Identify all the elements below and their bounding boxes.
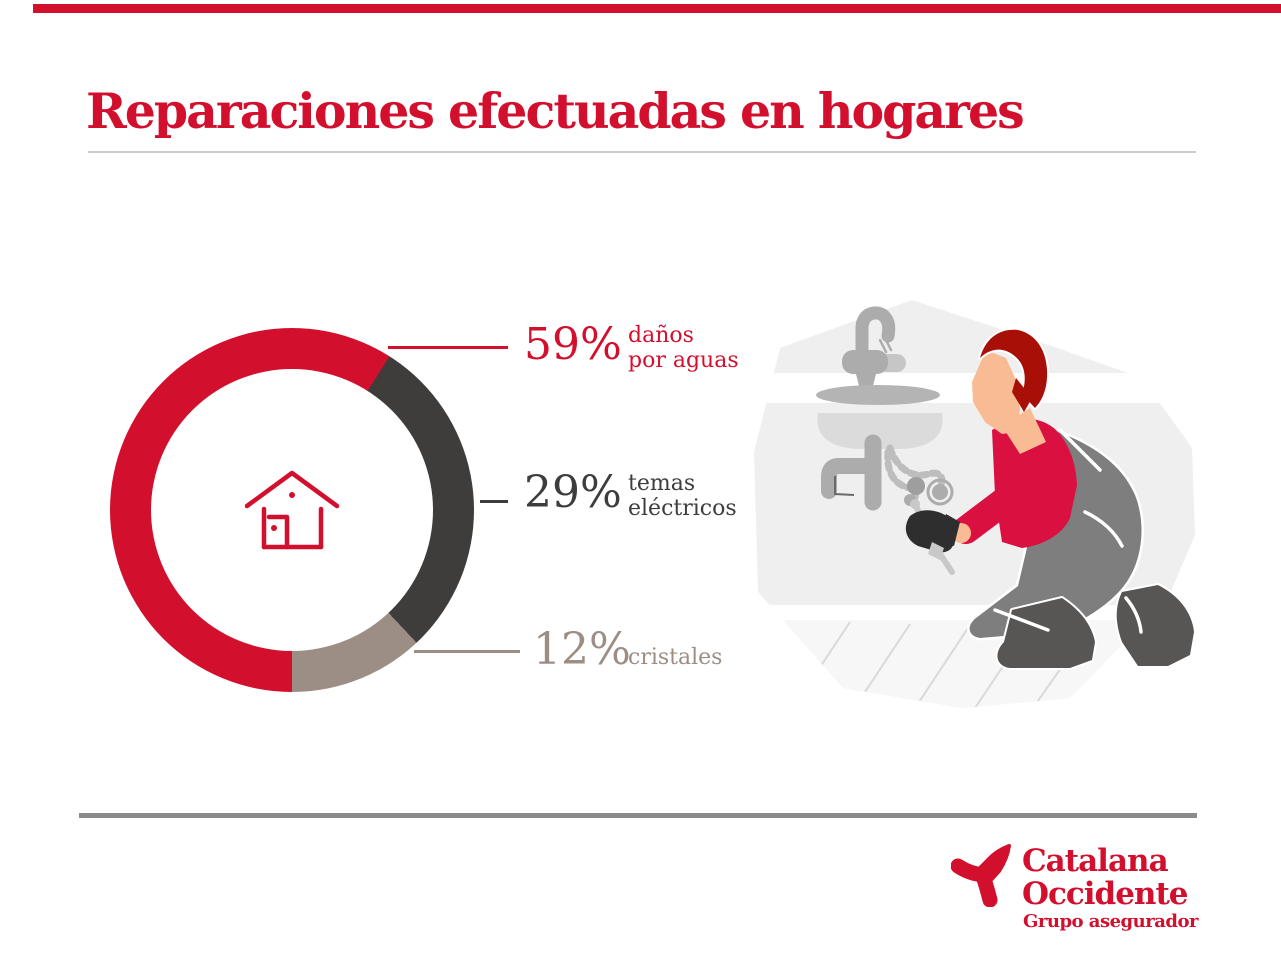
basin-bowl [817, 413, 943, 449]
plumber-illustration [754, 300, 1196, 708]
donut-chart [110, 328, 474, 692]
hose-flange [932, 484, 948, 500]
segment-value: 29% [524, 467, 622, 518]
hand-wrench [928, 542, 955, 575]
hair [978, 327, 1050, 410]
segment-label: daños por aguas [628, 323, 739, 373]
near-boot [995, 596, 1097, 670]
brand-name-line2: Occidente [1022, 876, 1189, 912]
plumber [905, 327, 1196, 670]
sink [816, 306, 954, 527]
title-divider [88, 151, 1196, 153]
house-door-knob [271, 525, 277, 531]
p-trap-pipe [821, 434, 882, 511]
segment-value: 12% [533, 624, 631, 675]
leader-line [414, 650, 520, 653]
sideburn [1012, 378, 1032, 412]
footer-divider [79, 813, 1197, 818]
house-door [266, 514, 290, 550]
page-title: Reparaciones efectuadas en hogares [86, 82, 1025, 140]
segment-label: cristales [628, 645, 723, 670]
leader-line [388, 346, 508, 349]
pipe-nut [907, 477, 925, 495]
segment-label: temas eléctricos [628, 471, 737, 521]
arm [952, 464, 1049, 544]
house-roof [244, 470, 340, 509]
overalls-piping [993, 428, 1143, 634]
top-accent-bar [33, 4, 1281, 13]
house-gable-dot [289, 492, 295, 498]
house-icon [244, 470, 340, 550]
face [972, 350, 1020, 434]
segment-value: 59% [524, 319, 622, 370]
brand-tagline: Grupo asegurador [1023, 911, 1198, 932]
glove [905, 510, 955, 553]
water-drip [878, 336, 893, 354]
logo-mark [951, 844, 1011, 907]
basin-rim [816, 385, 940, 405]
donut-hole [151, 369, 433, 651]
leader-line [480, 500, 508, 503]
far-boot [1114, 583, 1196, 668]
brand-name-line1: Catalana [1022, 843, 1169, 879]
